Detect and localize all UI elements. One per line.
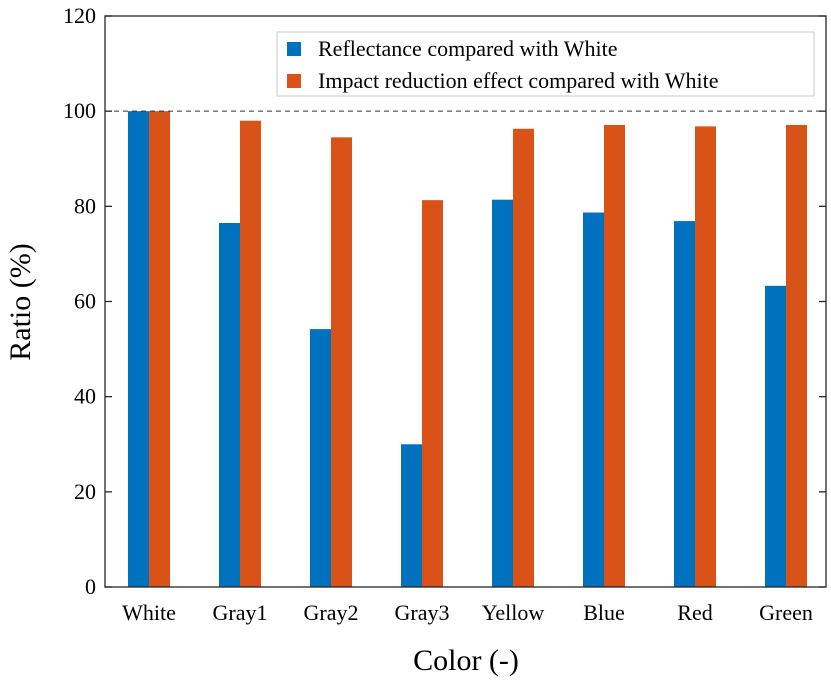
legend-box bbox=[276, 31, 815, 97]
x-tick-label: Gray1 bbox=[213, 600, 268, 625]
x-axis-label: Color (-) bbox=[413, 644, 519, 677]
legend-label-impact: Impact reduction effect compared with Wh… bbox=[318, 68, 719, 93]
bar-gray1-series-1 bbox=[219, 222, 240, 588]
bar-yellow-series-1 bbox=[492, 199, 513, 587]
bar-gray3-series-2 bbox=[422, 200, 443, 587]
bar-gray1-series-2 bbox=[240, 120, 261, 587]
y-tick-label: 100 bbox=[63, 98, 96, 123]
x-tick-label: Yellow bbox=[482, 600, 545, 625]
x-tick-label: White bbox=[122, 600, 176, 625]
bar-green-series-2 bbox=[786, 124, 807, 588]
bar-yellow-series-2 bbox=[513, 128, 534, 587]
x-tick-label: Green bbox=[759, 600, 813, 625]
bar-red-series-1 bbox=[674, 221, 695, 587]
bar-gray2-series-2 bbox=[331, 137, 352, 587]
y-tick-label: 120 bbox=[63, 3, 96, 28]
plot-frame bbox=[104, 15, 827, 588]
bar-gray2-series-1 bbox=[310, 329, 331, 587]
y-tick-label: 0 bbox=[85, 574, 96, 599]
legend: Reflectance compared with White Impact r… bbox=[276, 31, 815, 97]
x-tick-label: Gray2 bbox=[304, 600, 359, 625]
bar-blue-series-2 bbox=[604, 124, 625, 588]
y-axis-label: Ratio (%) bbox=[4, 243, 37, 360]
bar-green-series-1 bbox=[765, 285, 786, 587]
x-tick-label: Gray3 bbox=[395, 600, 450, 625]
y-tick-label: 40 bbox=[74, 384, 96, 409]
bar-white-series-1 bbox=[128, 111, 149, 588]
x-tick-label: Blue bbox=[583, 600, 625, 625]
bar-blue-series-1 bbox=[583, 212, 604, 587]
y-tick-label: 20 bbox=[74, 479, 96, 504]
bar-gray3-series-1 bbox=[401, 444, 422, 587]
bar-red-series-2 bbox=[695, 126, 716, 587]
legend-swatch-reflectance bbox=[287, 42, 301, 56]
y-tick-label: 80 bbox=[74, 193, 96, 218]
legend-label-reflectance: Reflectance compared with White bbox=[318, 36, 618, 61]
x-tick-label: Red bbox=[677, 600, 712, 625]
legend-swatch-impact bbox=[287, 74, 301, 88]
y-tick-label: 60 bbox=[74, 289, 96, 314]
bar-white-series-2 bbox=[149, 111, 170, 588]
